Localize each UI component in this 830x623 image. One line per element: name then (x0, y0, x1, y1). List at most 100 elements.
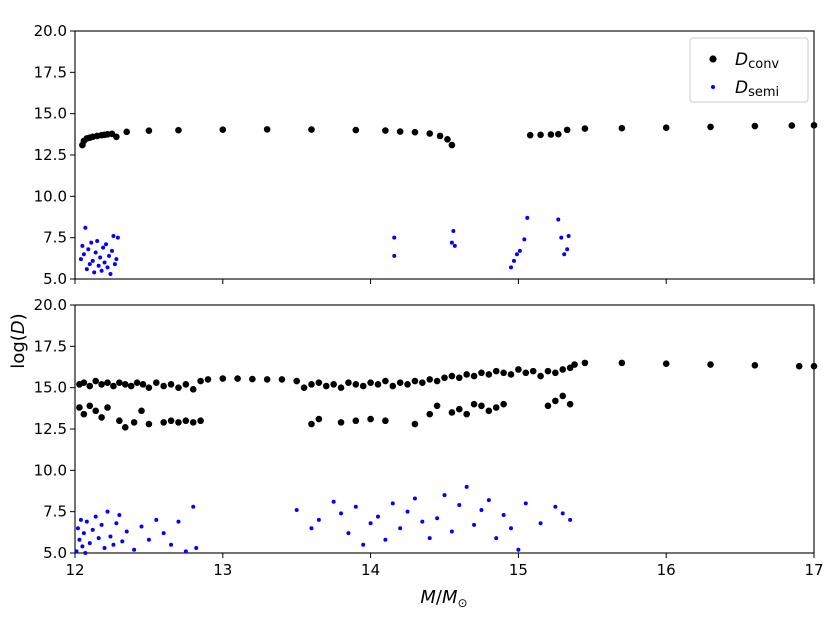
conv-point (463, 410, 470, 418)
conv-point (86, 382, 94, 390)
semi-point (517, 248, 522, 253)
conv-point (382, 417, 389, 425)
conv-point (113, 133, 120, 141)
conv-point (751, 122, 759, 130)
semi-point (392, 253, 397, 258)
conv-point (455, 374, 463, 382)
conv-point (526, 131, 534, 139)
conv-point (308, 126, 315, 133)
conv-point (167, 381, 175, 388)
conv-point (552, 369, 559, 377)
conv-point (788, 122, 796, 129)
conv-point (152, 379, 160, 387)
conv-point (315, 379, 323, 387)
conv-point (182, 417, 190, 425)
conv-point (581, 359, 589, 367)
semi-point (390, 501, 395, 506)
conv-point (500, 369, 507, 377)
semi-point (115, 235, 120, 240)
semi-point (108, 534, 113, 539)
conv-point (426, 130, 434, 137)
semi-point (83, 225, 88, 230)
conv-point (455, 405, 463, 413)
conv-point (537, 372, 544, 380)
conv-point (110, 382, 117, 390)
conv-point (189, 419, 197, 426)
semi-point (84, 519, 89, 524)
semi-point (74, 549, 79, 554)
semi-point (514, 252, 519, 257)
conv-point (293, 377, 301, 385)
conv-point (116, 417, 123, 425)
y-tick-label: 17.5 (34, 63, 67, 81)
conv-point (382, 377, 389, 385)
conv-point (492, 404, 500, 411)
y-tick-label: 15.0 (34, 105, 67, 123)
conv-point (810, 362, 818, 370)
y-axis-label: log(D) (8, 313, 29, 368)
semi-point (556, 217, 561, 222)
y-tick-label: 20.0 (34, 22, 67, 40)
conv-point (139, 381, 147, 388)
semi-point (154, 517, 159, 522)
semi-point (96, 536, 101, 541)
semi-point (80, 243, 85, 248)
conv-point (433, 402, 441, 410)
semi-point (77, 537, 82, 542)
conv-point (537, 131, 544, 139)
semi-point (98, 255, 103, 260)
conv-point (315, 415, 323, 423)
semi-point (309, 526, 314, 531)
legend-label-conv: Dconv (735, 50, 779, 72)
conv-point (263, 126, 271, 133)
semi-point (106, 253, 111, 258)
conv-point (345, 379, 352, 387)
semi-point (516, 547, 521, 552)
semi-point (566, 234, 571, 239)
conv-point (419, 379, 426, 387)
conv-point (426, 376, 434, 383)
conv-point (581, 125, 589, 132)
conv-point (544, 402, 552, 410)
semi-point (538, 521, 543, 526)
conv-point (127, 382, 135, 390)
conv-point (98, 381, 105, 388)
semi-point (105, 509, 110, 514)
conv-point (547, 131, 555, 138)
conv-point (707, 123, 714, 131)
conv-point (478, 402, 485, 410)
conv-point (559, 366, 567, 373)
semi-point (509, 526, 514, 531)
conv-point (160, 382, 167, 390)
conv-point (145, 420, 153, 428)
y-tick-label: 12.5 (34, 420, 67, 438)
conv-point (463, 371, 470, 378)
conv-point (382, 127, 389, 134)
conv-point (618, 359, 626, 367)
x-tick-label: 14 (361, 561, 380, 579)
semi-point (501, 512, 506, 517)
conv-point (160, 419, 167, 426)
conv-point (175, 419, 182, 426)
semi-point (420, 519, 425, 524)
y-tick-label: 15.0 (34, 379, 67, 397)
y-tick-label: 10.0 (34, 461, 67, 479)
semi-point (111, 542, 116, 547)
conv-point (662, 360, 670, 367)
conv-point (566, 400, 574, 408)
semi-point (169, 542, 174, 547)
legend-label-semi: Dsemi (735, 78, 779, 100)
semi-point (124, 529, 129, 534)
semi-point (464, 484, 469, 489)
semi-point (89, 240, 94, 245)
semi-point (93, 514, 98, 519)
semi-point (405, 509, 410, 514)
semi-point (565, 247, 570, 252)
conv-point (448, 409, 456, 416)
semi-point (398, 526, 403, 531)
conv-point (478, 369, 485, 377)
y-tick-label: 7.5 (43, 229, 67, 247)
semi-point (99, 522, 104, 527)
conv-point (175, 384, 182, 391)
conv-point (544, 367, 552, 375)
